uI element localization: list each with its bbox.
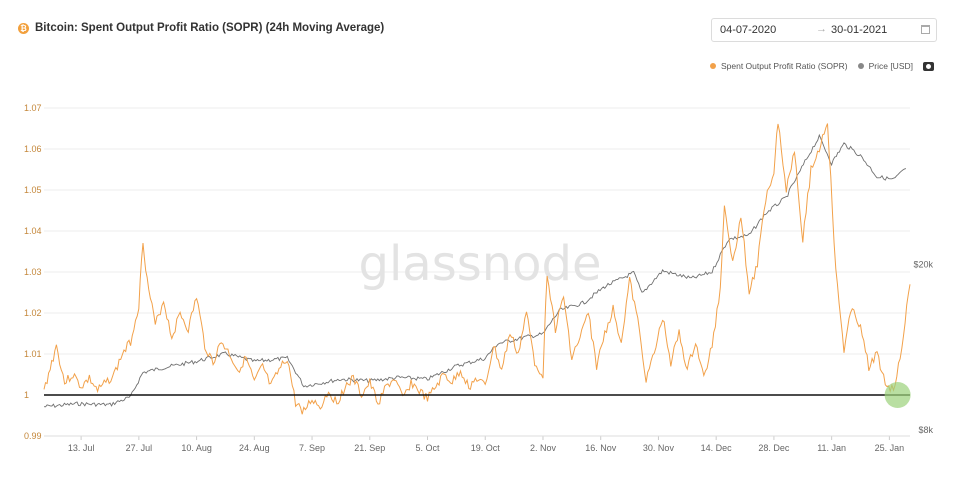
chart-header: ₿ Bitcoin: Spent Output Profit Ratio (SO… bbox=[18, 22, 384, 34]
x-tick-label: 27. Jul bbox=[126, 443, 153, 453]
y-tick-label: 1.07 bbox=[24, 103, 42, 113]
y-tick-label: 0.99 bbox=[24, 431, 42, 441]
y-tick-label: 1.03 bbox=[24, 267, 42, 277]
x-tick-label: 30. Nov bbox=[643, 443, 675, 453]
chart-legend: Spent Output Profit Ratio (SOPR) Price [… bbox=[709, 61, 934, 71]
arrow-icon: → bbox=[816, 23, 827, 35]
sopr-series bbox=[43, 123, 911, 415]
camera-icon[interactable] bbox=[923, 61, 934, 71]
x-tick-label: 13. Jul bbox=[68, 443, 95, 453]
y-right-tick-label: $20k bbox=[913, 259, 933, 269]
bitcoin-icon: ₿ bbox=[18, 22, 29, 34]
x-tick-label: 11. Jan bbox=[817, 443, 846, 453]
x-tick-label: 24. Aug bbox=[239, 443, 270, 453]
x-tick-label: 5. Oct bbox=[416, 443, 441, 453]
date-to-field[interactable]: 30-01-2021 bbox=[831, 24, 888, 36]
watermark: glassnode bbox=[358, 236, 601, 292]
y-tick-label: 1.01 bbox=[24, 349, 42, 359]
x-tick-label: 2. Nov bbox=[530, 443, 557, 453]
legend-dot-price bbox=[857, 63, 864, 69]
y-axis-right: $8k $20k bbox=[913, 259, 933, 435]
chart-title: Bitcoin: Spent Output Profit Ratio (SOPR… bbox=[35, 22, 385, 34]
x-tick-label: 16. Nov bbox=[585, 443, 617, 453]
x-tick-label: 19. Oct bbox=[471, 443, 501, 453]
date-from-field[interactable]: 04-07-2020 bbox=[720, 24, 777, 36]
legend-item-sopr[interactable]: Spent Output Profit Ratio (SOPR) bbox=[709, 61, 848, 71]
y-right-tick-label: $8k bbox=[918, 425, 933, 435]
y-tick-label: 1 bbox=[24, 390, 29, 400]
y-tick-label: 1.02 bbox=[24, 308, 42, 318]
x-tick-label: 7. Sep bbox=[299, 443, 325, 453]
date-range-picker[interactable]: 04-07-2020 → 30-01-2021 bbox=[711, 18, 937, 42]
sopr-line bbox=[43, 123, 911, 415]
legend-item-price[interactable]: Price [USD] bbox=[857, 61, 913, 71]
legend-label-price: Price [USD] bbox=[868, 61, 913, 71]
y-tick-label: 1.06 bbox=[24, 144, 42, 154]
x-tick-label: 28. Dec bbox=[758, 443, 790, 453]
legend-label-sopr: Spent Output Profit Ratio (SOPR) bbox=[720, 61, 848, 71]
x-tick-label: 25. Jan bbox=[875, 443, 905, 453]
x-axis: 13. Jul 27. Jul 10. Aug 24. Aug 7. Sep 21. Se… bbox=[44, 435, 910, 453]
legend-dot-sopr bbox=[709, 63, 716, 69]
x-tick-label: 10. Aug bbox=[181, 443, 212, 453]
x-tick-label: 14. Dec bbox=[701, 443, 733, 453]
highlight-circle bbox=[884, 382, 911, 408]
y-axis-left: 0.99 1 1.01 1.02 1.03 1.04 1.05 1.06 1.07 bbox=[24, 103, 42, 441]
x-tick-label: 21. Sep bbox=[354, 443, 385, 453]
annotation bbox=[884, 382, 911, 408]
y-tick-label: 1.05 bbox=[24, 185, 42, 195]
calendar-icon[interactable] bbox=[921, 25, 930, 34]
y-tick-label: 1.04 bbox=[24, 226, 42, 236]
